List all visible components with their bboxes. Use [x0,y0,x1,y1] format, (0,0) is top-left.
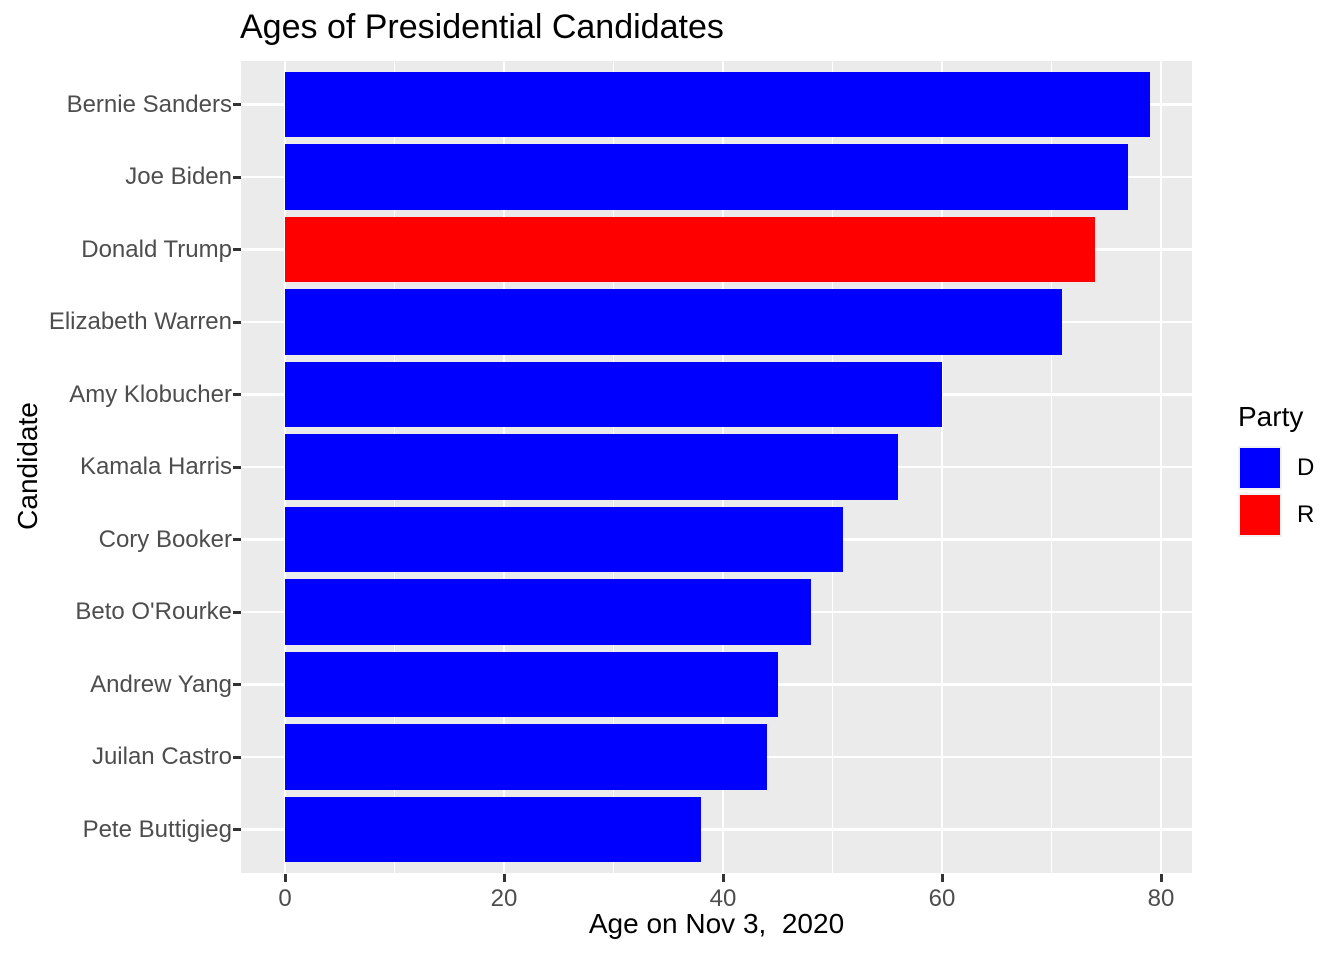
y-tick-mark [233,755,241,759]
y-tick-mark [233,465,241,469]
y-tick-label: Joe Biden [125,163,232,190]
y-tick-mark [233,683,241,686]
x-tick-mark [283,874,287,882]
legend-title: Party [1238,401,1304,432]
y-tick-mark [233,103,241,106]
bar-cory-booker [285,506,844,573]
y-tick-label: Elizabeth Warren [48,308,232,335]
x-tick-label: 40 [709,885,737,912]
chart-title: Ages of Presidential Candidates [240,8,724,46]
y-tick-label: Andrew Yang [90,670,232,698]
legend-entry-d: D [1238,446,1314,490]
y-tick-mark [233,610,241,614]
y-tick-mark [233,828,241,831]
bar-kamala-harris [285,434,899,500]
y-tick-mark [233,320,241,324]
y-tick-label: Kamala Harris [79,453,232,480]
bar-donald-trump [285,216,1096,283]
y-tick-label: Cory Booker [98,525,232,553]
bar-pete-buttigieg [285,796,702,863]
bar-bernie-sanders [285,71,1151,138]
legend-label-r: R [1297,501,1315,528]
legend-entry-r: R [1238,493,1314,537]
x-tick-mark [1159,874,1163,882]
x-tick-label: 20 [490,885,518,912]
bar-andrew-yang [285,651,778,718]
y-tick-label: Juilan Castro [91,743,232,770]
y-tick-label: Donald Trump [81,235,232,263]
x-tick-mark [940,874,944,882]
plot-panel [241,61,1192,873]
x-tick-label: 60 [928,885,956,912]
y-tick-label: Pete Buttigieg [82,815,232,843]
legend-key-d [1238,446,1282,490]
bar-beto-o-rourke [285,579,811,645]
legend-key-r [1238,493,1282,537]
y-tick-label: Bernie Sanders [66,90,232,118]
y-tick-mark [233,175,241,179]
x-tick-mark [721,874,725,882]
bar-elizabeth-warren [285,289,1063,355]
y-tick-mark [233,248,241,251]
y-tick-label: Amy Klobucher [69,380,232,408]
y-tick-mark [233,393,241,396]
bar-joe-biden [285,144,1129,210]
x-tick-label: 0 [278,885,292,912]
x-tick-label: 80 [1147,885,1175,912]
y-tick-label: Beto O'Rourke [75,598,232,625]
bar-juilan-castro [285,724,767,790]
y-tick-mark [233,538,241,541]
bar-amy-klobucher [285,361,942,428]
x-tick-mark [502,874,506,882]
row-gridline [241,828,1192,831]
legend-label-d: D [1297,454,1315,481]
x-axis-title: Age on Nov 3, 2020 [588,908,845,939]
